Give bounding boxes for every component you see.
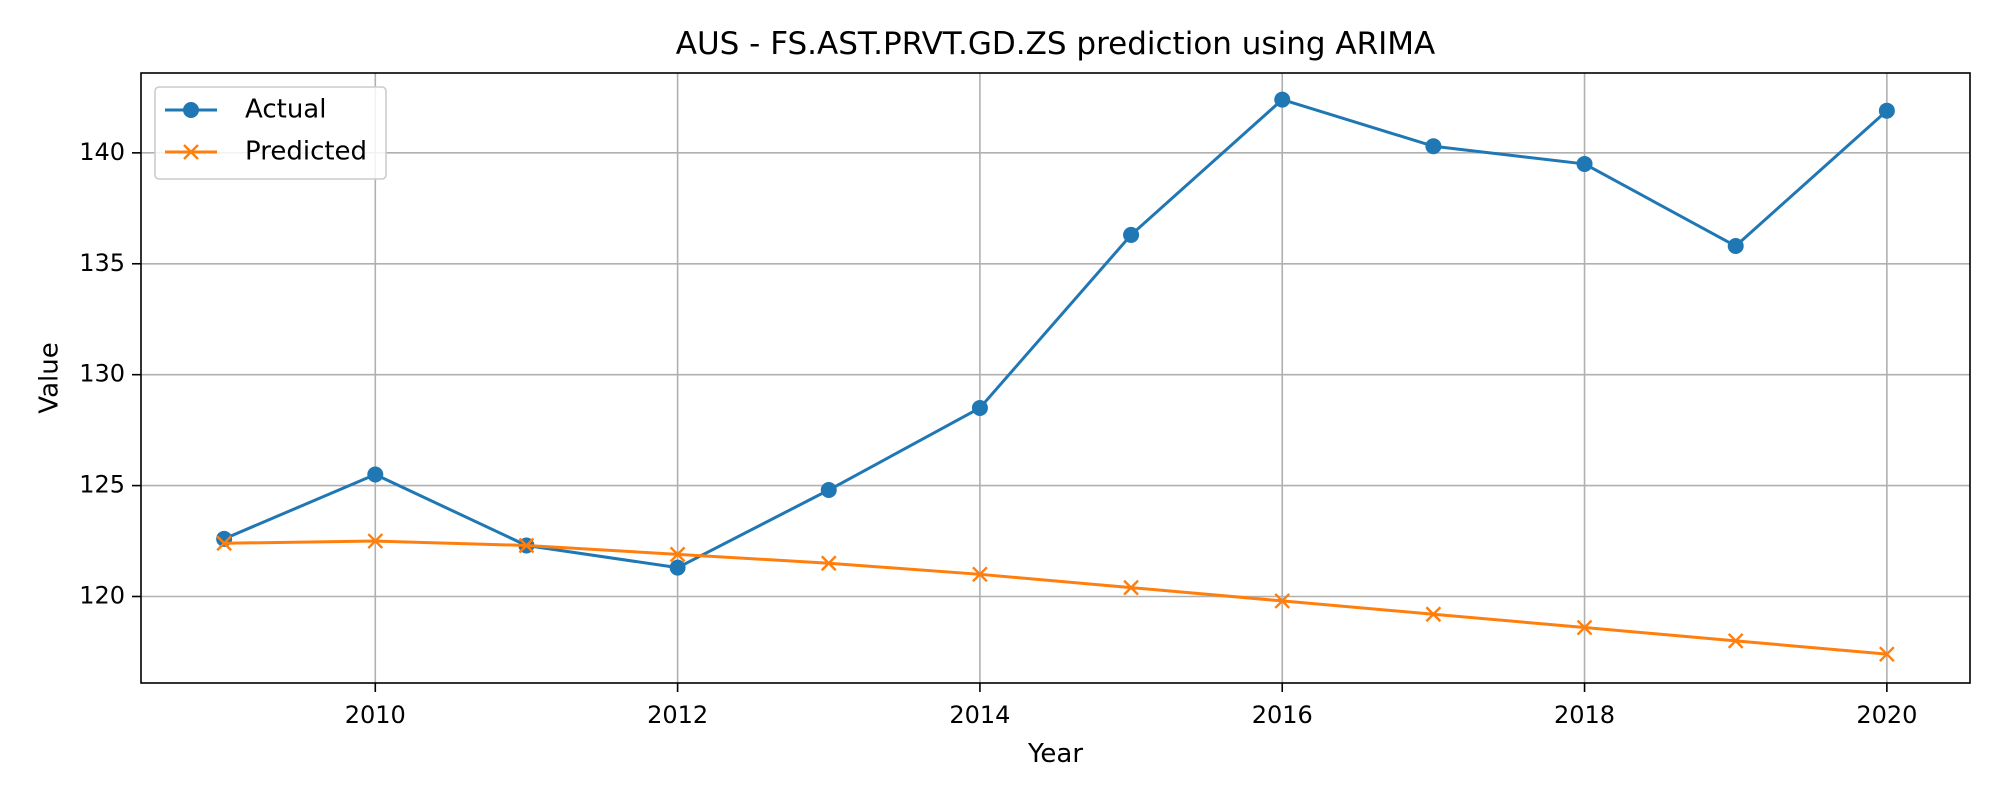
data-point-actual <box>367 466 384 483</box>
data-point-predicted <box>1879 646 1895 663</box>
data-point-predicted <box>1274 593 1291 609</box>
series-predicted <box>216 533 1895 663</box>
chart-title: AUS - FS.AST.PRVT.GD.ZS prediction using… <box>676 26 1435 62</box>
data-point-actual <box>1576 155 1593 172</box>
data-point-predicted <box>972 566 988 583</box>
legend-item-predicted: Predicted <box>165 137 367 167</box>
data-point-predicted <box>1727 633 1744 649</box>
data-point-predicted <box>1123 579 1139 596</box>
data-point-actual <box>1425 138 1442 155</box>
series-line-predicted <box>224 539 1887 656</box>
data-point-actual <box>1274 91 1291 108</box>
data-point-predicted <box>820 555 837 572</box>
axis-ticks: 2010 2012 2014 2016 2018 2020 120 125 130 135 140 <box>79 138 1917 729</box>
data-point-predicted <box>216 535 232 552</box>
legend-item-actual: Actual <box>165 95 326 125</box>
y-tick-label: 140 <box>79 138 125 166</box>
x-tick-label: 2020 <box>1856 701 1917 729</box>
data-point-predicted <box>669 546 686 563</box>
x-tick-label: 2016 <box>1252 701 1313 729</box>
y-tick-label: 135 <box>79 249 125 277</box>
x-tick-label: 2010 <box>345 701 406 729</box>
series-line-actual <box>223 98 1888 570</box>
legend-marker-actual <box>183 102 199 118</box>
data-point-predicted <box>1576 619 1593 636</box>
x-tick-label: 2012 <box>647 701 708 729</box>
y-tick-label: 130 <box>79 360 125 388</box>
plot-frame <box>140 72 1971 684</box>
data-point-actual <box>1123 226 1140 243</box>
data-point-actual <box>1878 102 1895 119</box>
y-tick-label: 125 <box>79 471 125 499</box>
legend: Actual Predicted <box>154 86 387 180</box>
x-tick-label: 2014 <box>949 701 1010 729</box>
y-tick-label: 120 <box>79 581 125 609</box>
legend-label-actual: Actual <box>245 95 326 125</box>
x-tick-label: 2018 <box>1554 701 1615 729</box>
y-axis-label: Value <box>35 342 65 413</box>
data-point-actual <box>820 482 837 499</box>
series-actual <box>216 91 1895 576</box>
data-point-actual <box>669 559 686 576</box>
data-point-predicted <box>518 537 535 554</box>
series-layer <box>216 91 1895 663</box>
data-point-predicted <box>1425 606 1442 623</box>
grid-lines <box>141 73 1970 683</box>
legend-label-predicted: Predicted <box>245 137 367 167</box>
data-point-actual <box>1727 238 1744 255</box>
data-point-predicted <box>367 533 384 549</box>
x-axis-label: Year <box>1027 739 1083 769</box>
data-point-actual <box>971 399 988 416</box>
legend-marker-predicted <box>183 144 199 160</box>
